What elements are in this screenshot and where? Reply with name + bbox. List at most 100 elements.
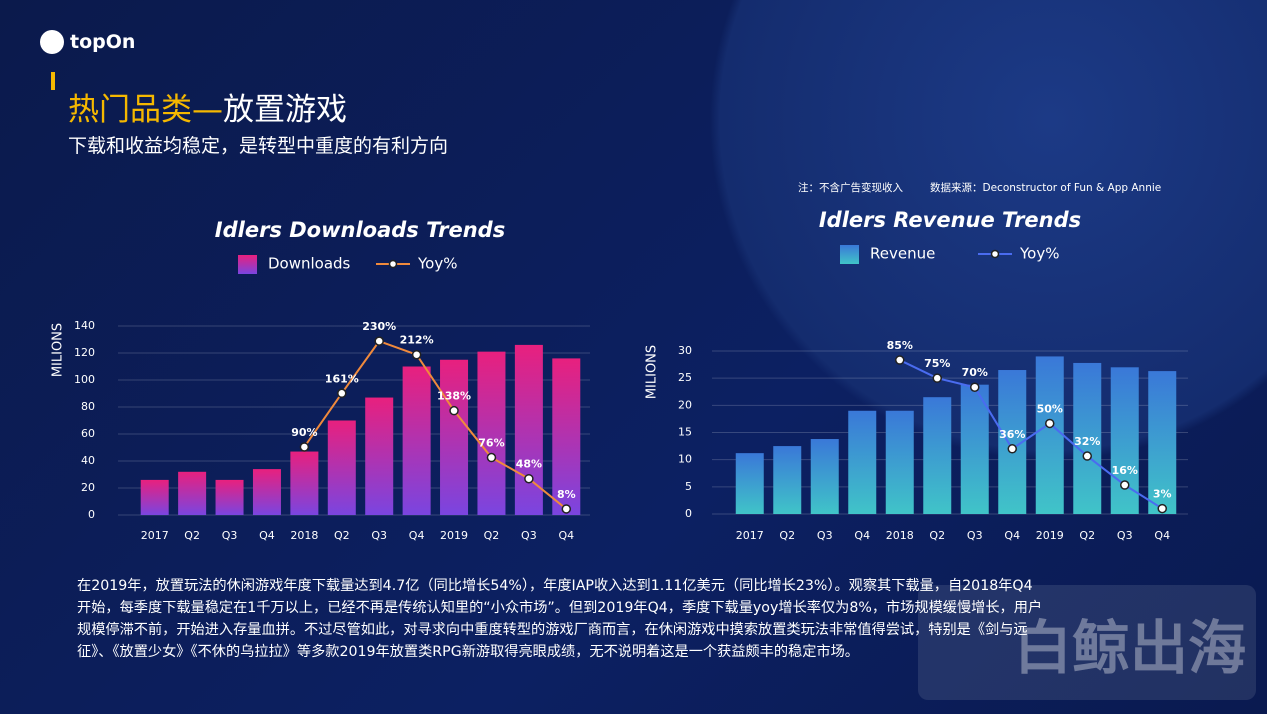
paragraph-line: 在2019年，放置玩法的休闲游戏年度下载量达到4.7亿（同比增长54%），年度I… [77,578,1033,594]
line-point [524,473,534,484]
y-axis-label: MILIONS [51,323,66,377]
title: 热门品类—放置游戏 [68,84,347,129]
line-point [299,442,310,452]
line [899,359,1163,510]
x-tick-label: 2019 [440,529,468,542]
x-tick-label: Q2 [484,529,500,542]
bar [1148,371,1177,514]
bar [440,359,469,515]
legend-point [990,249,1000,259]
paragraph: 在2019年，放置玩法的休闲游戏年度下载量达到4.7亿（同比增长54%），年度I… [77,575,1042,663]
logo-text: topOn [70,31,136,53]
data-label: 8% [557,488,576,501]
legend-swatch [840,245,859,264]
title-rest: 放置游戏 [223,92,347,128]
bar [810,439,839,514]
x-tick-label: Q2 [334,529,350,542]
line-point [1082,451,1092,461]
bar [552,358,581,515]
line-point [449,405,459,416]
line-point [374,336,384,346]
data-label: 76% [478,437,504,450]
title-accent [51,72,55,90]
y-tick-label: 60 [81,427,95,440]
bar [923,397,952,514]
legend-swatch [238,255,257,274]
y-tick-label: 100 [74,373,95,386]
y-tick-label: 120 [74,346,95,359]
bar [514,344,543,515]
line-point [895,355,905,365]
line-point [1157,503,1167,514]
bar [178,471,207,515]
line-point [1007,444,1017,454]
data-label: 212% [400,334,434,347]
y-tick-label: 5 [685,480,692,493]
note: 注：不含广告变现收入 [798,182,903,194]
x-tick-label: Q3 [222,529,238,542]
legend-label: Revenue [870,245,935,263]
line-point [1120,480,1130,490]
x-tick-label: 2017 [736,529,764,542]
legend-point [388,259,398,269]
line-point [486,452,497,463]
data-label: 85% [887,339,913,352]
logo: topOn [40,30,135,54]
x-tick-label: Q3 [1117,529,1133,542]
line-point [1045,418,1055,429]
source: 数据来源：Deconstructor of Fun & App Annie [930,182,1162,194]
y-axis-label: MILIONS [645,345,660,399]
watermark: 白鲸出海 [918,585,1256,700]
x-tick-label: Q4 [259,529,275,542]
data-label: 36% [999,428,1025,441]
y-tick-label: 15 [678,426,692,439]
x-tick-label: Q4 [1154,529,1170,542]
line-point [970,382,980,392]
x-tick-label: Q3 [521,529,537,542]
x-tick-label: Q4 [1004,529,1020,542]
paragraph-line: 征》、《放置少女》《不休的乌拉拉》等多款2019年放置类RPG新游取得亮眼成绩，… [77,644,859,660]
y-tick-label: 20 [678,398,692,411]
x-tick-label: 2019 [1036,529,1064,542]
bar [365,397,394,515]
bar [848,410,877,514]
y-tick-label: 0 [685,507,692,520]
data-label: 32% [1074,435,1100,448]
data-label: 90% [291,426,317,439]
y-tick-label: 140 [74,319,95,332]
x-tick-label: Q2 [1079,529,1095,542]
chart-title: Idlers Revenue Trends [819,208,1081,232]
data-label: 230% [362,320,396,333]
data-label: 48% [516,458,542,471]
bar [402,366,431,515]
bar [735,453,764,514]
bar [773,446,802,514]
x-tick-label: Q3 [967,529,983,542]
y-tick-label: 80 [81,400,95,413]
x-tick-label: Q4 [409,529,425,542]
y-tick-label: 25 [678,371,692,384]
line-point [561,504,572,514]
bar [960,384,989,514]
data-label: 75% [924,357,950,370]
line-point [411,349,422,360]
data-label: 16% [1112,464,1138,477]
x-tick-label: 2017 [141,529,169,542]
y-tick-label: 30 [678,344,692,357]
data-label: 3% [1153,488,1172,501]
x-tick-label: Q2 [779,529,795,542]
bar [140,479,169,515]
bar [1035,356,1064,514]
x-tick-label: Q2 [929,529,945,542]
x-tick-label: 2018 [290,529,318,542]
x-tick-label: 2018 [886,529,914,542]
x-tick-label: Q4 [558,529,574,542]
line-point [337,388,347,399]
paragraph-line: 开始，每季度下载量稳定在1千万以上，已经不再是传统认知里的“小众市场”。但到20… [77,600,1043,616]
data-label: 70% [962,366,988,379]
legend-label: Yoy% [417,255,457,273]
legend-label: Downloads [268,255,351,273]
subtitle: 下载和收益均稳定，是转型中重度的有利方向 [68,135,449,157]
bar [215,479,244,515]
